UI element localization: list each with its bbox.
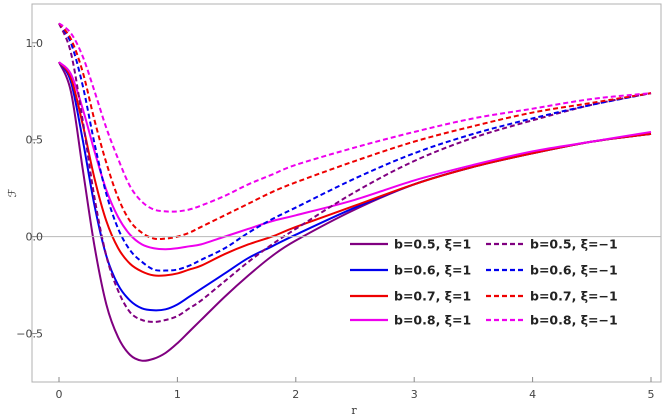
- legend-label: b=0.7, ξ=−1: [530, 289, 618, 304]
- plot-frame: [31, 3, 662, 383]
- series-line-7: [58, 22, 652, 241]
- series-line-5: [58, 22, 652, 323]
- y-tick-label: 1.0: [26, 37, 44, 50]
- legend-label: b=0.5, ξ=1: [394, 237, 471, 252]
- series-line-6: [58, 22, 652, 272]
- x-tick-label: 2: [292, 388, 299, 401]
- series-curves: [58, 22, 652, 362]
- legend-label: b=0.5, ξ=−1: [530, 237, 618, 252]
- x-tick-label: 3: [411, 388, 418, 401]
- series-line-3: [58, 61, 652, 277]
- y-axis-label: ℱ: [6, 188, 19, 197]
- series-line-4: [58, 61, 652, 251]
- x-tick-label: 4: [529, 388, 536, 401]
- legend-label: b=0.8, ξ=−1: [530, 313, 618, 328]
- legend-label: b=0.8, ξ=1: [394, 313, 471, 328]
- legend-label: b=0.6, ξ=1: [394, 263, 471, 278]
- y-tick-label: 0.5: [26, 134, 44, 147]
- y-tick-label: 0.0: [26, 231, 44, 244]
- x-tick-label: 0: [56, 388, 63, 401]
- series-line-8: [58, 22, 652, 213]
- y-tick-label: −0.5: [16, 328, 43, 341]
- axes: 0 1 2 3 4 5 −0.5 0.0 0.5 1.0: [16, 37, 661, 401]
- legend-label: b=0.6, ξ=−1: [530, 263, 618, 278]
- x-axis-label: r: [351, 404, 357, 417]
- legend: b=0.5, ξ=1 b=0.6, ξ=1 b=0.7, ξ=1 b=0.8, ξ=1…: [350, 237, 618, 328]
- legend-label: b=0.7, ξ=1: [394, 289, 471, 304]
- x-tick-label: 5: [648, 388, 655, 401]
- x-tick-label: 1: [174, 388, 181, 401]
